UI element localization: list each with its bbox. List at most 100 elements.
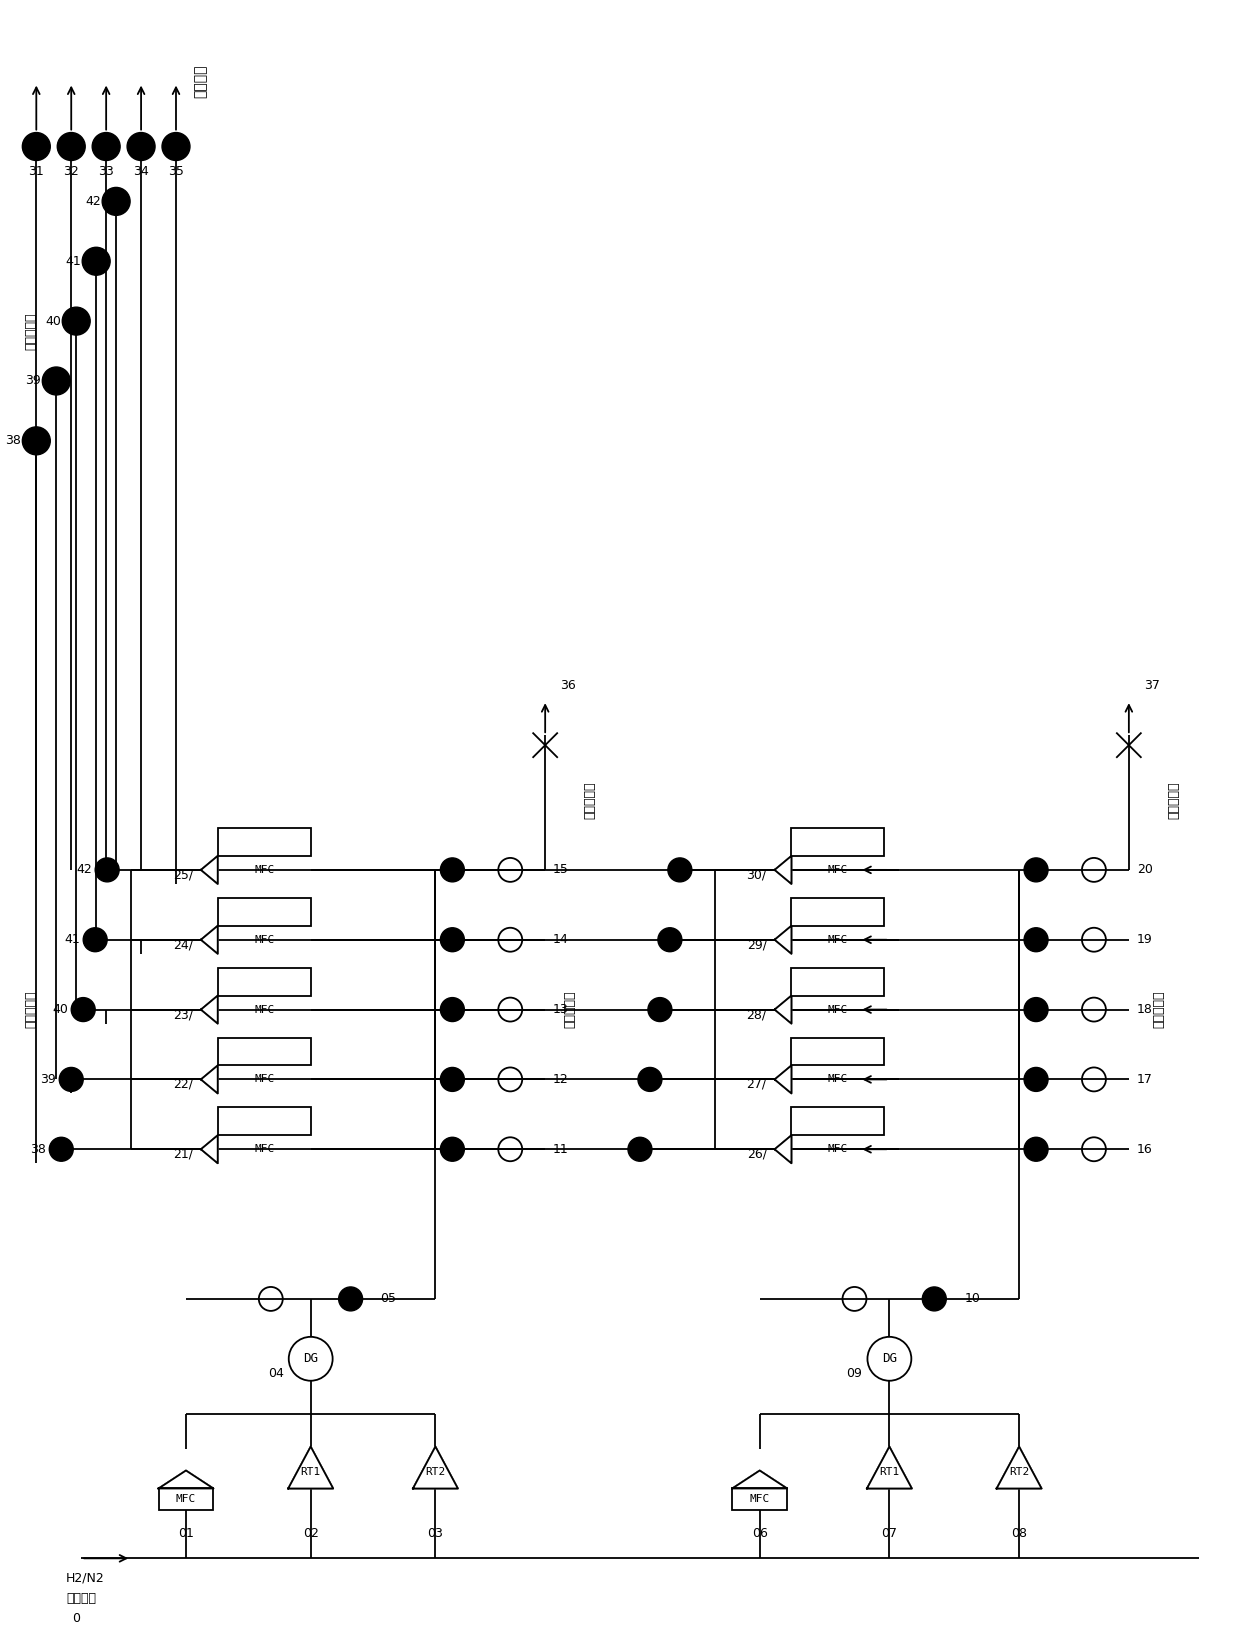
Circle shape [923,1287,946,1311]
Text: 15: 15 [553,864,569,877]
Text: DG: DG [304,1352,319,1365]
Text: 40: 40 [52,1003,68,1016]
FancyBboxPatch shape [218,967,311,995]
Text: 18: 18 [1137,1003,1153,1016]
FancyBboxPatch shape [159,1488,213,1511]
Circle shape [102,187,130,215]
Circle shape [62,306,91,334]
FancyBboxPatch shape [218,828,311,856]
Circle shape [83,928,107,952]
Circle shape [50,1137,73,1162]
Text: 39: 39 [41,1074,56,1087]
Text: MFC: MFC [254,934,274,944]
Circle shape [71,998,95,1021]
Text: 14: 14 [553,933,569,946]
Circle shape [1024,1067,1048,1092]
Polygon shape [413,1447,458,1488]
Text: MFC: MFC [254,865,274,875]
Polygon shape [997,1447,1042,1488]
FancyBboxPatch shape [218,1037,311,1065]
Polygon shape [201,995,218,1023]
Text: 13: 13 [553,1003,569,1016]
Text: 27/: 27/ [746,1078,766,1092]
FancyBboxPatch shape [218,1108,311,1136]
Text: MFC: MFC [828,865,848,875]
Text: 16: 16 [1137,1142,1153,1155]
Text: MFC: MFC [254,1144,274,1154]
Polygon shape [775,1065,791,1093]
Polygon shape [288,1447,334,1488]
Text: RT1: RT1 [879,1467,899,1477]
Text: 03: 03 [428,1528,444,1541]
Circle shape [57,133,86,161]
Circle shape [440,857,464,882]
Text: 29/: 29/ [746,938,766,951]
Text: 28/: 28/ [746,1008,766,1021]
Polygon shape [775,926,791,954]
Polygon shape [201,926,218,954]
Text: 20: 20 [1137,864,1153,877]
Text: MFC: MFC [828,1075,848,1085]
Text: 23/: 23/ [172,1008,193,1021]
Text: 06: 06 [751,1528,768,1541]
Text: MFC: MFC [254,1005,274,1015]
Polygon shape [201,1136,218,1164]
Text: 42: 42 [77,864,92,877]
Text: 42: 42 [86,195,102,208]
Text: 12: 12 [553,1074,569,1087]
Polygon shape [775,1136,791,1164]
Polygon shape [733,1470,787,1488]
Text: 40: 40 [46,315,61,328]
Circle shape [668,857,692,882]
Text: 源气体入口: 源气体入口 [1152,992,1166,1028]
Text: MFC: MFC [828,934,848,944]
Text: MFC: MFC [828,1005,848,1015]
Polygon shape [775,995,791,1023]
Text: 26/: 26/ [746,1147,766,1160]
Text: 30/: 30/ [746,869,766,882]
Circle shape [162,133,190,161]
Circle shape [128,133,155,161]
Text: 24/: 24/ [172,938,193,951]
Circle shape [60,1067,83,1092]
Text: 17: 17 [1137,1074,1153,1087]
Text: 04: 04 [268,1367,284,1380]
Text: 35: 35 [169,166,184,179]
Text: 05: 05 [381,1293,397,1305]
Text: 39: 39 [26,374,41,387]
Circle shape [42,367,71,395]
Circle shape [1024,857,1048,882]
Text: 33: 33 [98,166,114,179]
Circle shape [1024,1137,1048,1162]
Text: RT1: RT1 [300,1467,321,1477]
Circle shape [649,998,672,1021]
Circle shape [92,133,120,161]
Circle shape [95,857,119,882]
Circle shape [82,247,110,275]
FancyBboxPatch shape [791,1108,884,1136]
FancyBboxPatch shape [791,1037,884,1065]
Text: RT2: RT2 [425,1467,445,1477]
Text: 09: 09 [847,1367,862,1380]
Text: 38: 38 [5,434,21,447]
Text: 37: 37 [1143,679,1159,692]
Text: 38: 38 [31,1142,46,1155]
Text: 19: 19 [1137,933,1153,946]
Circle shape [339,1287,362,1311]
Text: 11: 11 [553,1142,569,1155]
Circle shape [1024,998,1048,1021]
Text: 41: 41 [64,933,81,946]
Text: MFC: MFC [828,1144,848,1154]
Text: 41: 41 [66,254,81,267]
Text: 到尾气排放: 到尾气排放 [25,992,38,1028]
FancyBboxPatch shape [733,1488,787,1511]
Text: 到尾气排放: 到尾气排放 [25,313,38,349]
Polygon shape [775,856,791,883]
FancyBboxPatch shape [218,898,311,926]
Circle shape [440,1137,464,1162]
Circle shape [658,928,682,952]
Circle shape [22,133,51,161]
Text: 到尾气排放: 到尾气排放 [584,782,596,820]
Text: DG: DG [882,1352,897,1365]
Circle shape [22,426,51,454]
